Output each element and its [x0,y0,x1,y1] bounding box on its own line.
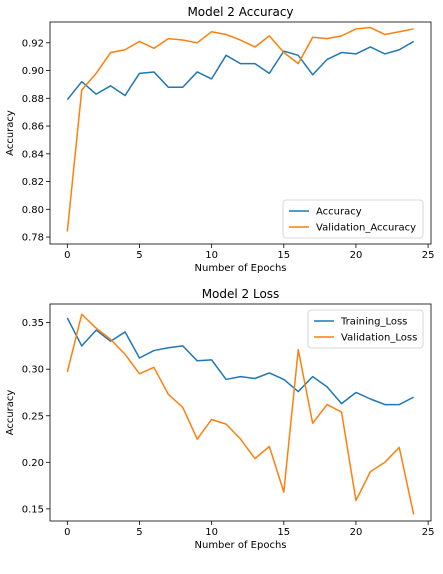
x-tick-label: 0 [64,250,70,261]
y-axis-label: Accuracy [5,390,16,436]
legend-box [282,199,424,239]
plot-frame [49,21,432,245]
y-tick-label: 0.88 [22,94,44,105]
x-tick-label: 10 [205,250,218,261]
chart-title: Model 2 Accuracy [187,5,293,19]
y-tick-label: 0.84 [22,149,44,160]
x-tick-label: 5 [136,527,142,538]
y-tick-label: 0.90 [22,66,44,77]
x-axis-label: Number of Epochs [195,263,287,274]
y-axis-label: Accuracy [5,110,16,156]
x-tick-label: 20 [350,527,363,538]
x-tick-label: 25 [422,250,435,261]
x-tick-label: 20 [350,250,363,261]
x-tick-label: 15 [277,250,290,261]
y-tick-label: 0.80 [22,205,44,216]
x-tick-label: 0 [64,527,70,538]
legend-label: Training_Loss [340,317,407,328]
x-axis-label: Number of Epochs [195,540,287,551]
legend: Accuracy Validation_Accuracy [282,199,424,239]
plot-frame [49,303,432,522]
chart-1: Model 2 Accuracy 0 5 10 15 20 25 0.78 0.80 0.82 0.… [5,5,434,274]
y-tick-label: 0.35 [22,318,44,329]
x-tick-label: 25 [422,527,435,538]
series-line-accuracy [66,40,415,101]
x-tick-label: 5 [136,250,142,261]
y-tick-label: 0.30 [22,365,44,376]
y-tick-label: 0.25 [22,411,44,422]
y-tick-label: 0.15 [22,504,44,515]
y-tick-label: 0.20 [22,458,44,469]
series-line-validation-accuracy [66,26,414,232]
chart-title: Model 2 Loss [202,287,280,301]
chart-2: Model 2 Loss 0 5 10 15 20 25 0.15 0.20 0.25 0.30 0.… [5,287,434,551]
y-tick-label: 0.92 [22,38,44,49]
legend: Training_Loss Validation_Loss [307,309,424,349]
legend-label: Validation_Loss [341,333,417,344]
series-line-validation-loss [66,313,415,515]
y-tick-label: 0.86 [22,122,44,133]
x-tick-label: 15 [277,527,290,538]
legend-box [307,309,424,349]
x-tick-label: 10 [205,527,218,538]
legend-label: Accuracy [316,207,362,218]
y-tick-label: 0.82 [22,177,44,188]
series-line-training-loss [66,317,415,406]
legend-label: Validation_Accuracy [316,223,416,234]
y-tick-label: 0.78 [22,233,44,244]
